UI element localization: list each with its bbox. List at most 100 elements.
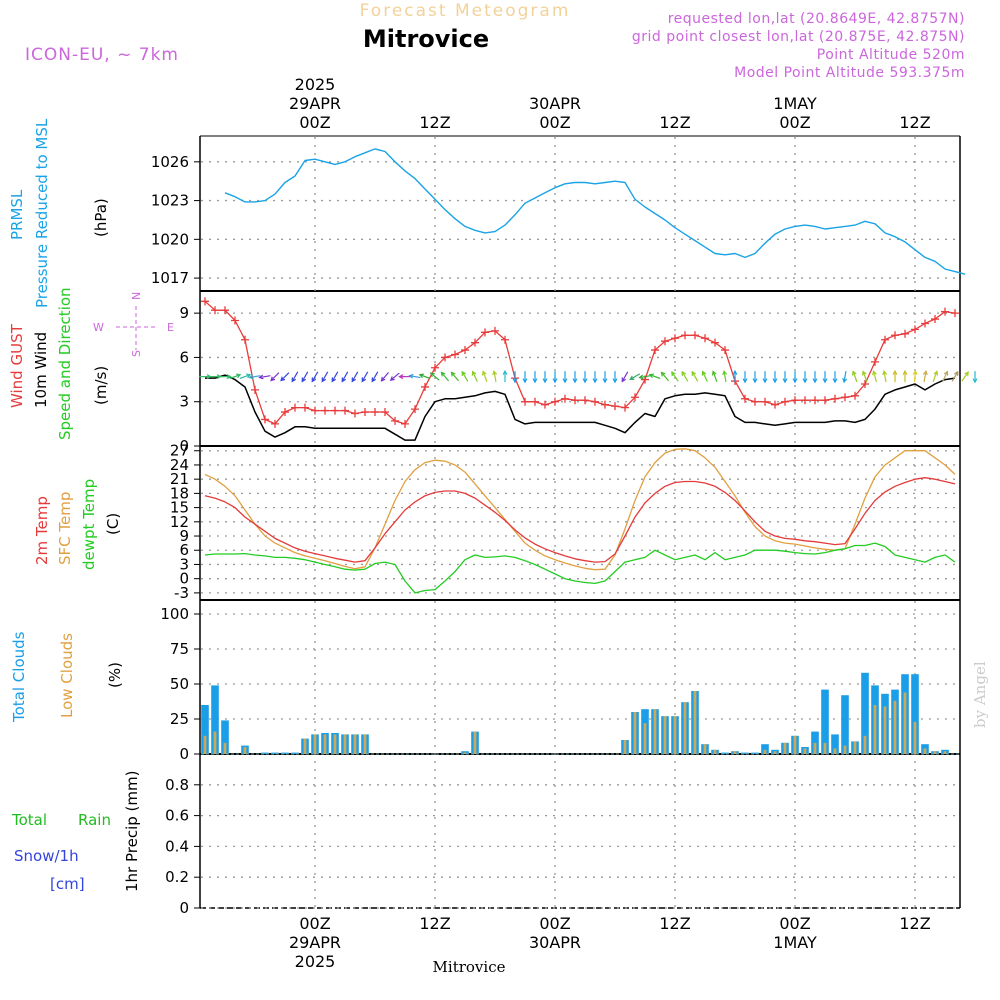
low-cloud-bar [213, 731, 217, 754]
grid-point-coords: grid point closest lon,lat (20.875E, 42.… [632, 29, 965, 45]
gust-marker [881, 335, 889, 344]
y-tick-label: 1020 [151, 230, 189, 248]
x-tick-label-top: 12Z [419, 113, 450, 132]
pressure-label-1: PRMSL [8, 189, 26, 240]
low-cloud-bar [733, 751, 737, 754]
wind-arrow [301, 371, 309, 383]
temp-unit: (C) [104, 513, 122, 535]
gust-marker [861, 380, 869, 388]
gust-marker [591, 397, 599, 406]
gust-marker [311, 406, 319, 415]
low-cloud-bar [853, 741, 857, 754]
y-tick-label: 25 [170, 710, 189, 728]
model-altitude: Model Point Altitude 593.375m [734, 65, 965, 81]
wind-arrow [802, 371, 808, 384]
gust-marker [211, 306, 219, 315]
y-tick-label: 3 [179, 555, 189, 573]
total-cloud-bar [821, 689, 829, 754]
total-cloud-bar [751, 752, 759, 754]
wind-arrow [638, 374, 651, 380]
low-cloud-bar [903, 692, 907, 754]
y-tick-label: 0 [179, 899, 189, 917]
low-cloud-bar [313, 734, 317, 754]
low-cloud-bar [303, 738, 307, 754]
gust-marker [721, 346, 729, 355]
gust-marker [911, 325, 919, 334]
y-tick-label: 3 [179, 393, 189, 411]
low-cloud-bar [683, 702, 687, 754]
low-cloud-bar [813, 742, 817, 754]
y-tick-label: 0 [179, 570, 189, 588]
dew-temp-label: dewpt Temp [80, 479, 98, 570]
gust-marker [551, 397, 559, 406]
low-cloud-bar [833, 748, 837, 754]
low-cloud-bar [713, 749, 717, 754]
wind-arrow [418, 373, 431, 380]
wind-arrow [972, 371, 978, 384]
gust-marker [481, 328, 489, 337]
gust-marker [771, 400, 779, 409]
compass-n: N [130, 292, 143, 300]
wind-arrow [562, 371, 568, 384]
y-tick-label: 50 [170, 675, 189, 693]
gust-marker [781, 397, 789, 406]
gust-marker [351, 409, 359, 418]
compass-rose: N S W E [93, 292, 174, 357]
y-tick-label: -3 [174, 584, 189, 602]
low-cloud-bar [873, 705, 877, 754]
y-tick-label: 18 [170, 484, 189, 502]
wind-arrow [219, 374, 232, 380]
low-cloud-bar [623, 740, 627, 754]
x-tick-label-bottom: 00Z [539, 914, 570, 933]
low-cloud-bar [343, 734, 347, 754]
wind-arrow [311, 371, 319, 383]
compass-s: S [130, 350, 143, 357]
gust-marker [711, 338, 719, 347]
gust-marker [461, 346, 469, 355]
compass-e: E [167, 321, 174, 334]
gust-marker [361, 408, 369, 417]
gust-marker [831, 394, 839, 403]
gust-marker [571, 396, 579, 405]
total-cloud-bar [831, 734, 839, 754]
gust-marker [851, 391, 859, 400]
low-cloud-bar [693, 691, 697, 754]
wind-arrow [772, 371, 778, 384]
wind-arrow [792, 371, 798, 384]
location-title: Mitrovice [363, 25, 489, 53]
low-cloud-bar [773, 751, 777, 754]
gust-marker [421, 382, 429, 391]
wind-arrow [258, 374, 271, 380]
wind-arrow [912, 369, 918, 383]
wind-arrow [572, 371, 578, 384]
gust-marker [221, 306, 229, 315]
x-tick-label-top: 00Z [779, 113, 810, 132]
gust-marker [371, 408, 379, 417]
gust-marker [301, 403, 309, 412]
wind-arrow [832, 371, 838, 384]
total-clouds-label: Total Clouds [10, 631, 28, 723]
rain-label-rain: Rain [78, 811, 111, 829]
x-tick-label-top: 1MAY [773, 94, 817, 113]
low-cloud-bar [923, 748, 927, 754]
low-cloud-bar [763, 749, 767, 754]
wind-arrow [280, 372, 290, 382]
y-tick-label: 27 [170, 442, 189, 460]
gust-marker [871, 357, 879, 366]
wind10-line [205, 374, 956, 441]
gust-marker [621, 403, 629, 412]
wind-arrow [248, 374, 261, 380]
total-cloud-bar [201, 705, 209, 754]
gust-line [204, 300, 956, 425]
top-title: Forecast Meteogram [360, 1, 571, 21]
y-tick-labels: 10171020102310260369-3036912151821242702… [151, 153, 189, 917]
gust-marker [231, 316, 239, 325]
wind-arrow [951, 370, 959, 382]
gust-marker [321, 406, 329, 415]
wind-arrow [671, 371, 679, 382]
gust-marker [681, 331, 689, 340]
wind-arrow [341, 371, 349, 383]
total-cloud-bar [291, 752, 299, 754]
gust-marker [251, 385, 259, 394]
gust-marker [451, 350, 459, 359]
